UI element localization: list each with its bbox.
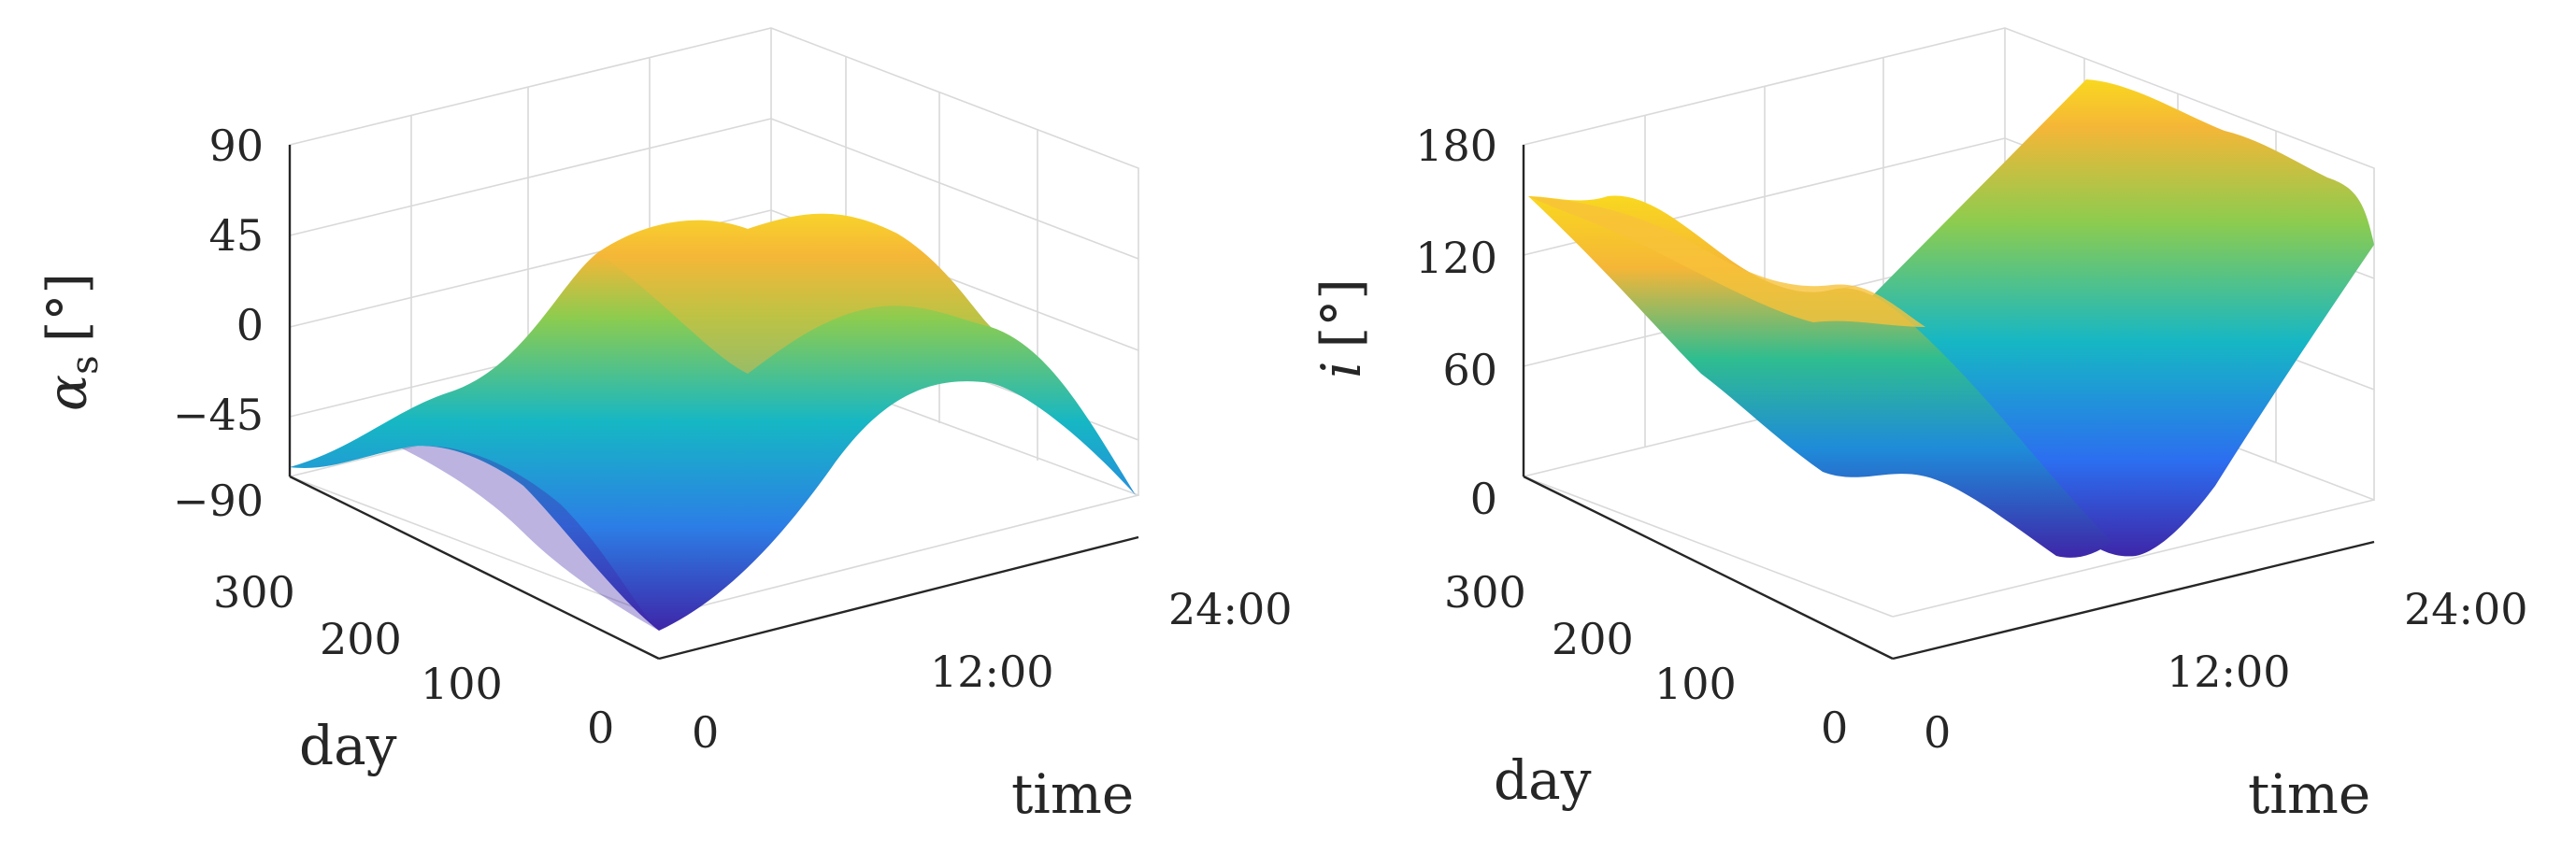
right-x-label: time — [2248, 762, 2370, 826]
left-axes — [288, 145, 1139, 661]
left-y-tick: 300 — [213, 567, 295, 618]
right-y-tick: 100 — [1654, 659, 1737, 709]
chart-right: 180 120 60 0 300 200 100 0 0 12:00 24:00… — [1309, 27, 2528, 826]
left-z-tick: 90 — [208, 121, 264, 171]
svg-text:αs[°]: αs [°] — [36, 273, 107, 411]
left-y-tick: 0 — [587, 703, 614, 753]
left-y-tick: 100 — [421, 659, 503, 709]
right-x-tick: 12:00 — [2167, 647, 2291, 697]
right-surface — [1528, 79, 2374, 558]
right-z-label: i [°] — [1309, 278, 1373, 378]
left-z-tick: −90 — [173, 476, 264, 526]
left-z-label-symbol: α — [36, 375, 99, 411]
left-x-tick: 12:00 — [930, 647, 1054, 697]
left-x-tick: 0 — [692, 707, 719, 758]
right-z-label-unit: [°] — [1309, 278, 1373, 348]
left-z-tick: 45 — [208, 210, 264, 261]
right-y-tick: 200 — [1552, 614, 1634, 664]
left-y-tick: 200 — [320, 614, 402, 664]
left-z-tick: −45 — [173, 390, 264, 440]
left-y-label: day — [299, 714, 397, 777]
left-z-tick: 0 — [236, 300, 264, 350]
left-z-ticks: 90 45 0 −45 −90 — [173, 121, 264, 526]
right-y-tick: 0 — [1821, 703, 1848, 753]
left-z-label-subscript: s — [64, 355, 107, 375]
right-y-tick: 300 — [1444, 567, 1526, 618]
left-x-label: time — [1011, 762, 1134, 826]
left-surface — [290, 213, 1136, 631]
chart-left: 90 45 0 −45 −90 300 200 100 0 0 12:00 24… — [36, 27, 1293, 826]
right-x-tick: 24:00 — [2404, 584, 2528, 634]
left-x-tick: 24:00 — [1168, 584, 1293, 634]
right-y-label: day — [1494, 748, 1592, 812]
right-y-ticks: 300 200 100 0 — [1444, 567, 1848, 753]
right-z-tick: 60 — [1442, 345, 1497, 395]
left-z-label-unit: [°] — [36, 273, 99, 342]
right-axes — [1522, 145, 2375, 661]
right-z-tick: 120 — [1415, 233, 1497, 283]
right-z-tick: 0 — [1470, 474, 1497, 524]
right-z-tick: 180 — [1415, 121, 1497, 171]
svg-text:i[°]: i [°] — [1309, 278, 1373, 378]
right-z-label-symbol: i — [1309, 361, 1373, 378]
right-x-tick: 0 — [1924, 707, 1951, 758]
left-x-ticks: 0 12:00 24:00 — [692, 584, 1293, 758]
right-x-ticks: 0 12:00 24:00 — [1924, 584, 2528, 758]
right-z-ticks: 180 120 60 0 — [1415, 121, 1497, 524]
left-z-label: αs [°] — [36, 273, 107, 411]
left-y-ticks: 300 200 100 0 — [213, 567, 614, 753]
